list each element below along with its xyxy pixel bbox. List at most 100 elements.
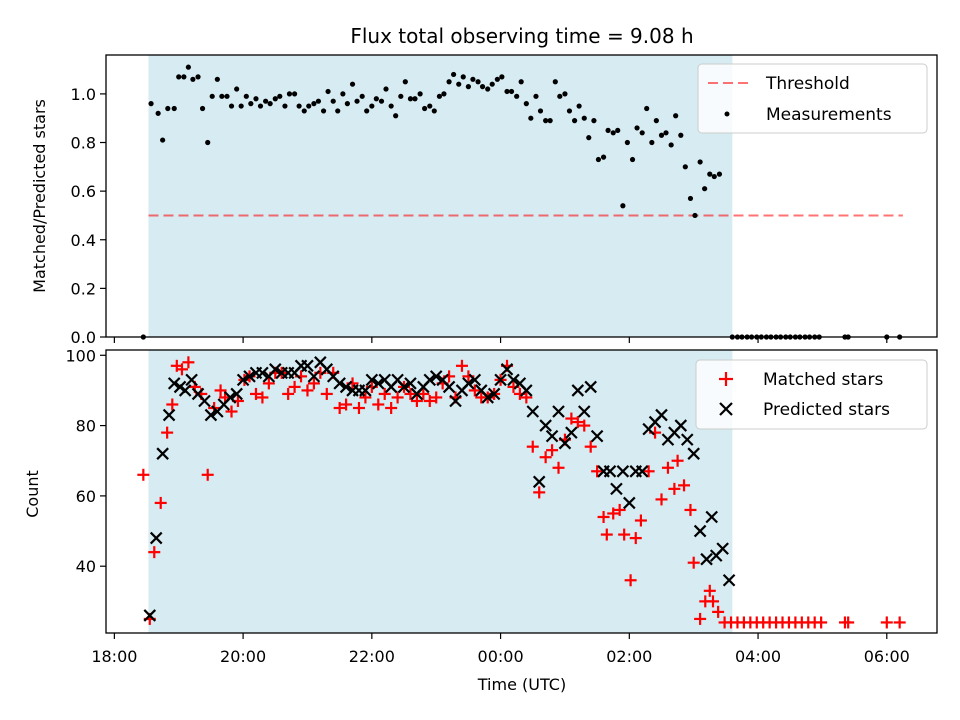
matched-star-point [201,468,214,481]
predicted-star-point [333,377,346,390]
predicted-star-point [674,419,688,432]
measurement-point [422,105,428,112]
measurement-point [354,98,360,104]
observing-span-shade [148,55,733,337]
measurement-point [315,98,322,104]
bottom-y-tick-label: 80 [76,417,96,436]
measurement-point [533,93,539,99]
matched-star-point [552,461,565,474]
measurement-point [306,103,312,109]
bottom-x-axis-ticks: 18:00 20:00 22:00 00:00 02:00 04:00 06:00 [91,633,910,666]
predicted-star-point [236,373,250,387]
measurement-point [716,171,723,177]
matched-star-point [584,440,597,453]
measurement-point [398,93,404,99]
measurement-point [181,74,187,80]
predicted-star-point [539,419,552,432]
top-y-axis-label: Matched/Predicted stars [30,99,49,293]
predicted-star-point [156,447,169,460]
bottom-y-tick-label: 40 [76,557,96,576]
measurement-point [344,101,350,107]
matched-star-point [359,391,372,404]
matched-star-point [578,419,591,432]
predicted-star-point [149,531,163,545]
measurement-point [514,93,520,99]
measurement-point [441,91,447,97]
top-legend: Threshold Measurements [697,63,928,134]
matched-star-point [148,546,161,559]
measurement-point [267,101,273,107]
measurement-point [330,98,336,104]
measurement-point [673,113,679,119]
top-y-tick-label: 0.4 [71,231,96,250]
measurement-point [639,130,645,136]
measurement-point [165,105,171,112]
predicted-star-point [301,359,314,373]
predicted-star-point [716,542,729,555]
matched-star-point [526,440,539,453]
predicted-star-point [365,373,379,387]
measurement-point [562,91,568,97]
measurement-point [605,127,611,133]
predicted-star-point [372,377,385,390]
predicted-star-point [577,405,591,418]
predicted-star-point [442,380,456,394]
measurement-point [292,91,298,97]
predicted-star-point [616,465,630,478]
matched-star-point [539,451,552,464]
measurement-point [436,93,443,99]
x-tick-label: 18:00 [91,647,137,666]
legend-predicted-swatch [719,402,733,416]
measurement-point [687,195,694,202]
matched-star-point [613,503,626,516]
measurement-point [566,108,573,114]
matched-star-point [385,402,398,415]
measurement-point [224,93,230,99]
predicted-star-point [558,436,572,450]
predicted-star-point [571,384,585,397]
predicted-star-point [143,609,157,622]
measurement-point [311,101,317,107]
measurement-point [383,86,389,92]
measurement-point [508,88,515,95]
measurement-point [205,139,211,146]
predicted-star-point [635,465,649,478]
x-tick-label: 04:00 [735,647,781,666]
top-legend-box [697,63,928,134]
measurement-point [219,93,225,99]
matched-star-point [288,380,301,393]
legend-matched-label: Matched stars [763,370,883,390]
measurement-point [620,203,626,209]
measurement-point [576,103,582,109]
measurement-point [523,101,529,107]
predicted-star-point [423,373,437,387]
measurement-point [214,76,220,82]
measurement-point [547,118,553,124]
legend-measurements-label: Measurements [766,105,892,125]
matched-star-point [642,465,655,478]
measurement-point [634,125,640,131]
matched-star-point [410,394,423,407]
measurement-point [369,103,375,109]
predicted-star-point [610,482,623,496]
predicted-star-point [481,391,494,404]
predicted-star-point [705,510,718,524]
measurement-point [176,74,182,80]
measurement-point [282,103,288,109]
predicted-star-point [223,391,237,404]
predicted-star-point [243,370,256,383]
matched-star-point [307,377,320,390]
matched-star-point [687,556,700,569]
matched-star-point [634,514,647,527]
measurement-point [649,139,655,146]
matched-star-point [607,507,620,520]
measurement-point [470,76,476,82]
measurement-point [518,79,524,85]
matched-star-point [320,387,333,400]
predicted-star-point [590,429,604,443]
measurement-point [485,86,491,92]
measurement-point [407,96,414,102]
measurement-points [140,64,903,340]
measurement-point [537,108,544,114]
